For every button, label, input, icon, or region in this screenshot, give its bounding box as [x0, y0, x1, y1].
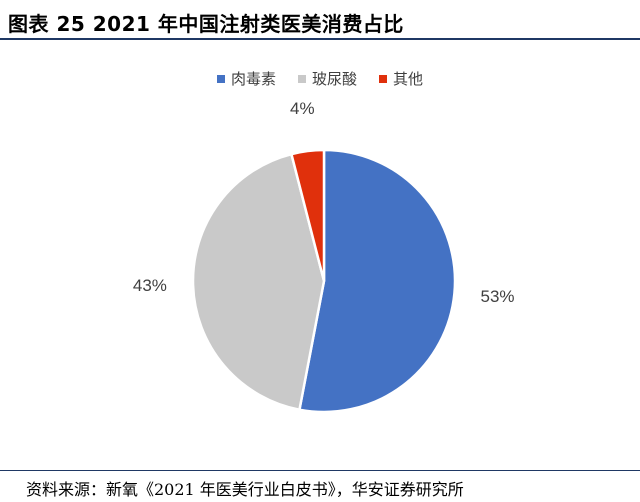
- legend-label-other: 其他: [393, 70, 424, 88]
- header: 图表 25 2021 年中国注射类医美消费占比: [0, 0, 640, 40]
- pie-slice-hyaluronic: [191, 152, 326, 412]
- legend-item-hyaluronic: 玻尿酸: [297, 68, 357, 89]
- legend-item-other: 其他: [379, 68, 423, 89]
- pie-label-hyaluronic: 43%: [133, 276, 167, 295]
- pie-labels: 53% 43% 4%: [133, 99, 515, 306]
- source-note: 资料来源：新氧《2021 年医美行业白皮书》，华安证券研究所: [26, 480, 464, 499]
- pie-slice-other: [289, 148, 326, 282]
- pie-slices: [191, 148, 457, 414]
- pie-label-botox: 53%: [480, 287, 514, 306]
- pie-label-other: 4%: [290, 99, 315, 118]
- legend-label-botox: 肉毒素: [230, 70, 276, 88]
- page-title: 图表 25 2021 年中国注射类医美消费占比: [8, 12, 404, 36]
- legend-label-hyaluronic: 玻尿酸: [311, 70, 357, 88]
- pie-chart: 53% 43% 4%: [133, 99, 515, 414]
- pie-slice-botox: [297, 148, 457, 414]
- footer-divider: [0, 470, 640, 471]
- legend: 肉毒素 玻尿酸 其他: [0, 68, 640, 89]
- legend-swatch-botox: [216, 74, 225, 83]
- legend-item-botox: 肉毒素: [216, 68, 276, 89]
- legend-swatch-hyaluronic: [297, 74, 306, 83]
- legend-swatch-other: [379, 74, 387, 83]
- title-divider: [0, 38, 640, 40]
